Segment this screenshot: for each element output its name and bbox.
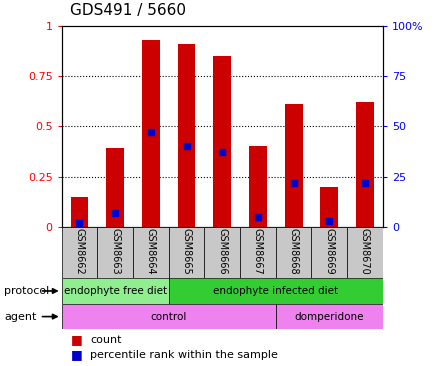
Bar <box>133 227 169 278</box>
Text: agent: agent <box>4 311 37 322</box>
Bar <box>178 44 195 227</box>
Bar <box>276 227 312 278</box>
Text: GDS491 / 5660: GDS491 / 5660 <box>70 3 187 18</box>
Text: ■: ■ <box>70 333 82 346</box>
Bar <box>204 227 240 278</box>
Bar <box>320 187 338 227</box>
Bar <box>97 227 133 278</box>
Bar <box>62 278 169 304</box>
Text: GSM8662: GSM8662 <box>74 228 84 275</box>
Text: GSM8667: GSM8667 <box>253 228 263 275</box>
Bar <box>285 104 303 227</box>
Text: GSM8663: GSM8663 <box>110 228 120 275</box>
Text: control: control <box>150 311 187 322</box>
Text: ■: ■ <box>70 348 82 362</box>
Text: protocol: protocol <box>4 286 50 296</box>
Text: GSM8668: GSM8668 <box>289 228 299 275</box>
Bar <box>276 304 383 329</box>
Bar <box>240 227 276 278</box>
Text: GSM8670: GSM8670 <box>360 228 370 275</box>
Text: GSM8669: GSM8669 <box>324 228 334 275</box>
Text: endophyte free diet: endophyte free diet <box>63 286 167 296</box>
Text: percentile rank within the sample: percentile rank within the sample <box>90 350 278 360</box>
Text: GSM8664: GSM8664 <box>146 228 156 275</box>
Bar <box>62 304 276 329</box>
Bar <box>70 197 88 227</box>
Bar <box>169 227 204 278</box>
Text: domperidone: domperidone <box>294 311 364 322</box>
Text: GSM8665: GSM8665 <box>182 228 191 275</box>
Bar <box>347 227 383 278</box>
Bar <box>106 149 124 227</box>
Bar <box>312 227 347 278</box>
Bar <box>213 56 231 227</box>
Bar <box>356 102 374 227</box>
Bar <box>169 278 383 304</box>
Text: count: count <box>90 335 122 345</box>
Bar <box>62 227 97 278</box>
Bar <box>249 146 267 227</box>
Text: GSM8666: GSM8666 <box>217 228 227 275</box>
Text: endophyte infected diet: endophyte infected diet <box>213 286 338 296</box>
Bar <box>142 40 160 227</box>
